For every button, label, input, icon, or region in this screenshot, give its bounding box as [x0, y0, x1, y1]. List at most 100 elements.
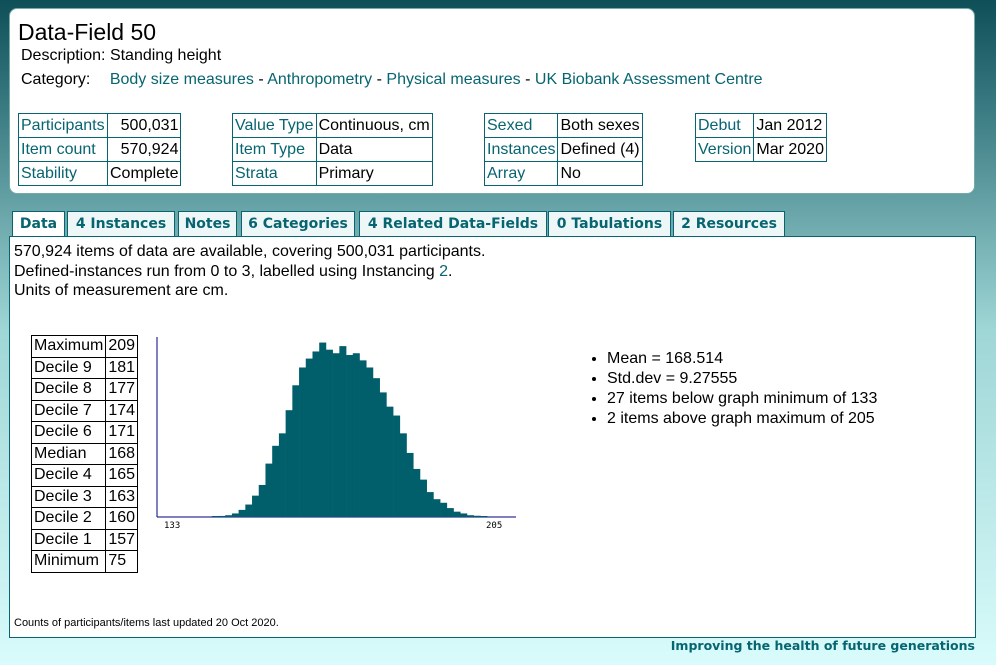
histogram-bar	[225, 515, 233, 517]
histogram-bar	[346, 355, 354, 517]
histogram-bar	[393, 415, 401, 517]
meta-table-types: Value Type Continuous, cm Item Type Data S…	[232, 113, 433, 186]
summary-stats: Mean = 168.514 Std.dev = 9.27555 27 item…	[590, 349, 877, 429]
histogram-bar	[440, 502, 448, 517]
instancing-text: Defined-instances run from 0 to 3, label…	[14, 263, 453, 280]
strata-label: Strata	[232, 161, 317, 186]
histogram-bars	[211, 342, 488, 517]
meta-table-sexed: Sexed Both sexes Instances Defined (4) Arr…	[483, 113, 643, 186]
description: Description: Standing height	[21, 47, 221, 65]
table-row: Decile 7 174	[30, 399, 139, 422]
item-type-label: Item Type	[232, 137, 317, 162]
histogram-bar	[473, 515, 481, 517]
histogram-bar	[292, 385, 300, 517]
category-label: Category:	[21, 71, 91, 88]
histogram-bar	[285, 410, 293, 517]
histogram-bar	[419, 479, 427, 517]
item-count-value: 570,924	[106, 137, 182, 162]
category-link-body-size[interactable]: Body size measures	[109, 71, 254, 88]
tab-related-data-fields[interactable]: 4 Related Data-Fields	[359, 211, 547, 236]
instancing-link[interactable]: 2	[439, 263, 449, 280]
histogram-bar	[359, 360, 367, 517]
category-link-assessment-centre[interactable]: UK Biobank Assessment Centre	[534, 71, 763, 88]
table-row: Decile 1 157	[30, 528, 139, 551]
histogram-bar	[466, 515, 474, 517]
participants-label: Participants	[18, 113, 108, 138]
version-value: Mar 2020	[753, 137, 827, 162]
histogram-bar	[325, 349, 333, 517]
tab-instances[interactable]: 4 Instances	[67, 211, 175, 236]
table-row: Minimum 75	[30, 550, 139, 573]
histogram-chart: 133 205	[156, 337, 516, 531]
array-value: No	[557, 161, 643, 186]
array-label: Array	[483, 161, 559, 186]
instances-label: Instances	[483, 137, 559, 162]
meta-table-counts: Participants 500,031 Item count 570,924 St…	[18, 113, 182, 186]
category-link-physical-measures[interactable]: Physical measures	[386, 71, 521, 88]
units-text: Units of measurement are cm.	[14, 282, 229, 299]
histogram-bar	[305, 358, 313, 517]
histogram-bar	[258, 484, 266, 517]
table-row: Decile 6 171	[30, 421, 139, 444]
histogram-bar	[399, 433, 407, 517]
histogram-bar	[312, 351, 320, 517]
list-item: Mean = 168.514	[607, 349, 877, 369]
tab-tabulations[interactable]: 0 Tabulations	[548, 211, 671, 236]
tab-categories[interactable]: 6 Categories	[241, 211, 355, 236]
stability-label: Stability	[18, 161, 108, 186]
table-row: Decile 2 160	[30, 507, 139, 530]
list-item: Std.dev = 9.27555	[607, 369, 877, 389]
data-tab-content: 570,924 items of data are available, cov…	[9, 236, 976, 638]
histogram-bar	[406, 452, 414, 517]
histogram-bar	[319, 342, 327, 517]
value-type-label: Value Type	[232, 113, 317, 138]
histogram-bar	[265, 463, 273, 517]
stability-value: Complete	[106, 161, 182, 186]
page-title: Data-Field 50	[18, 19, 157, 45]
histogram-bar	[413, 468, 421, 517]
sexed-label: Sexed	[483, 113, 559, 138]
tab-resources[interactable]: 2 Resources	[673, 211, 785, 236]
update-footnote: Counts of participants/items last update…	[14, 617, 279, 629]
histogram-bar	[252, 495, 260, 517]
category-link-anthropometry[interactable]: Anthropometry	[267, 71, 373, 88]
decile-table: Maximum 209 Decile 9 181 Decile 8 177 Decil…	[30, 335, 139, 573]
value-type-value: Continuous, cm	[315, 113, 433, 138]
tab-data[interactable]: Data	[12, 211, 65, 238]
strata-value: Primary	[315, 161, 433, 186]
histogram-bar	[231, 513, 239, 517]
table-row: Median 168	[30, 442, 139, 465]
availability-text: 570,924 items of data are available, cov…	[14, 243, 486, 260]
field-summary-panel: Data-Field 50 Description: Standing heig…	[9, 8, 975, 194]
histogram-bar	[446, 508, 454, 517]
meta-table-dates: Debut Jan 2012 Version Mar 2020	[694, 113, 827, 162]
table-row: Decile 4 165	[30, 464, 139, 487]
x-tick-label-max: 205	[486, 521, 502, 531]
histogram-bar	[352, 353, 360, 517]
histogram-bar	[332, 353, 340, 517]
table-row: Decile 3 163	[30, 485, 139, 508]
tab-notes[interactable]: Notes	[178, 211, 237, 236]
description-label: Description:	[21, 47, 106, 64]
histogram-bar	[272, 445, 280, 517]
histogram-bar	[366, 367, 374, 517]
item-type-value: Data	[315, 137, 433, 162]
histogram-bar	[453, 511, 461, 517]
debut-label: Debut	[694, 113, 755, 138]
x-tick-label-min: 133	[164, 521, 180, 531]
table-row: Decile 8 177	[30, 378, 139, 401]
sexed-value: Both sexes	[557, 113, 643, 138]
histogram-bar	[480, 516, 488, 517]
histogram-bar	[218, 515, 226, 517]
histogram-bar	[211, 516, 219, 517]
debut-value: Jan 2012	[753, 113, 827, 138]
histogram-bar	[426, 492, 434, 517]
table-row: Decile 9 181	[30, 356, 139, 379]
item-count-label: Item count	[18, 137, 108, 162]
histogram-bar	[379, 392, 387, 517]
histogram-bar	[386, 406, 394, 517]
list-item: 27 items below graph minimum of 133	[607, 389, 877, 409]
list-item: 2 items above graph maximum of 205	[607, 409, 877, 429]
participants-value: 500,031	[106, 113, 182, 138]
category-breadcrumb: Category: Body size measures - Anthropom…	[21, 71, 763, 88]
